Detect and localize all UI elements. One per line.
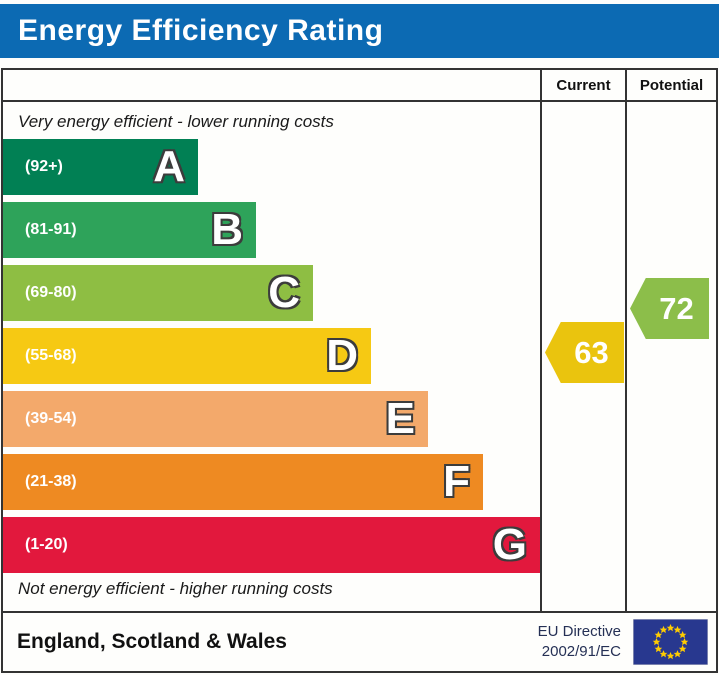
eu-directive-line2: 2002/91/EC bbox=[541, 643, 621, 660]
chart-header-cell bbox=[3, 70, 542, 100]
bottom-caption: Not energy efficient - higher running co… bbox=[18, 579, 333, 598]
band-a: (92+) A bbox=[3, 139, 198, 195]
potential-column-header: Potential bbox=[639, 76, 704, 94]
current-column-header: Current bbox=[542, 70, 627, 100]
band-b-range: (81-91) bbox=[25, 221, 77, 238]
band-g: (1-20) G bbox=[3, 517, 540, 573]
band-g-letter: G bbox=[492, 520, 527, 569]
band-c-letter: C bbox=[268, 268, 300, 317]
top-caption: Very energy efficient - lower running co… bbox=[18, 112, 334, 131]
potential-rating-cell: 72 bbox=[627, 102, 716, 611]
band-d: (55-68) D bbox=[3, 328, 371, 384]
current-rating-cell: 63 bbox=[542, 102, 627, 611]
band-f-letter: F bbox=[443, 457, 470, 506]
current-rating-arrow: 63 bbox=[545, 322, 624, 383]
band-c-range: (69-80) bbox=[25, 284, 77, 301]
table-body-row: Very energy efficient - lower running co… bbox=[3, 102, 716, 611]
band-e: (39-54) E bbox=[3, 391, 428, 447]
band-d-range: (55-68) bbox=[25, 347, 77, 364]
eu-directive-label: EU Directive 2002/91/EC bbox=[538, 622, 621, 663]
band-f: (21-38) F bbox=[3, 454, 483, 510]
page-title: Energy Efficiency Rating bbox=[0, 4, 719, 58]
rating-bands-area: Very energy efficient - lower running co… bbox=[3, 102, 542, 611]
footer: England, Scotland & Wales EU Directive 2… bbox=[1, 611, 718, 673]
band-b: (81-91) B bbox=[3, 202, 256, 258]
band-a-letter: A bbox=[153, 142, 185, 191]
region-label: England, Scotland & Wales bbox=[17, 630, 287, 653]
band-a-range: (92+) bbox=[25, 158, 63, 175]
band-d-letter: D bbox=[326, 331, 358, 380]
epc-rating-table: Current Potential Very energy efficient … bbox=[1, 68, 718, 613]
eu-flag-icon bbox=[633, 619, 708, 665]
band-f-range: (21-38) bbox=[25, 473, 77, 490]
potential-rating-arrow: 72 bbox=[630, 278, 709, 339]
band-g-range: (1-20) bbox=[25, 536, 68, 553]
band-e-letter: E bbox=[385, 394, 415, 443]
band-c: (69-80) C bbox=[3, 265, 313, 321]
band-e-range: (39-54) bbox=[25, 410, 77, 427]
band-b-letter: B bbox=[211, 205, 243, 254]
table-header-row: Current Potential bbox=[3, 70, 716, 102]
eu-directive-line1: EU Directive bbox=[537, 622, 621, 640]
